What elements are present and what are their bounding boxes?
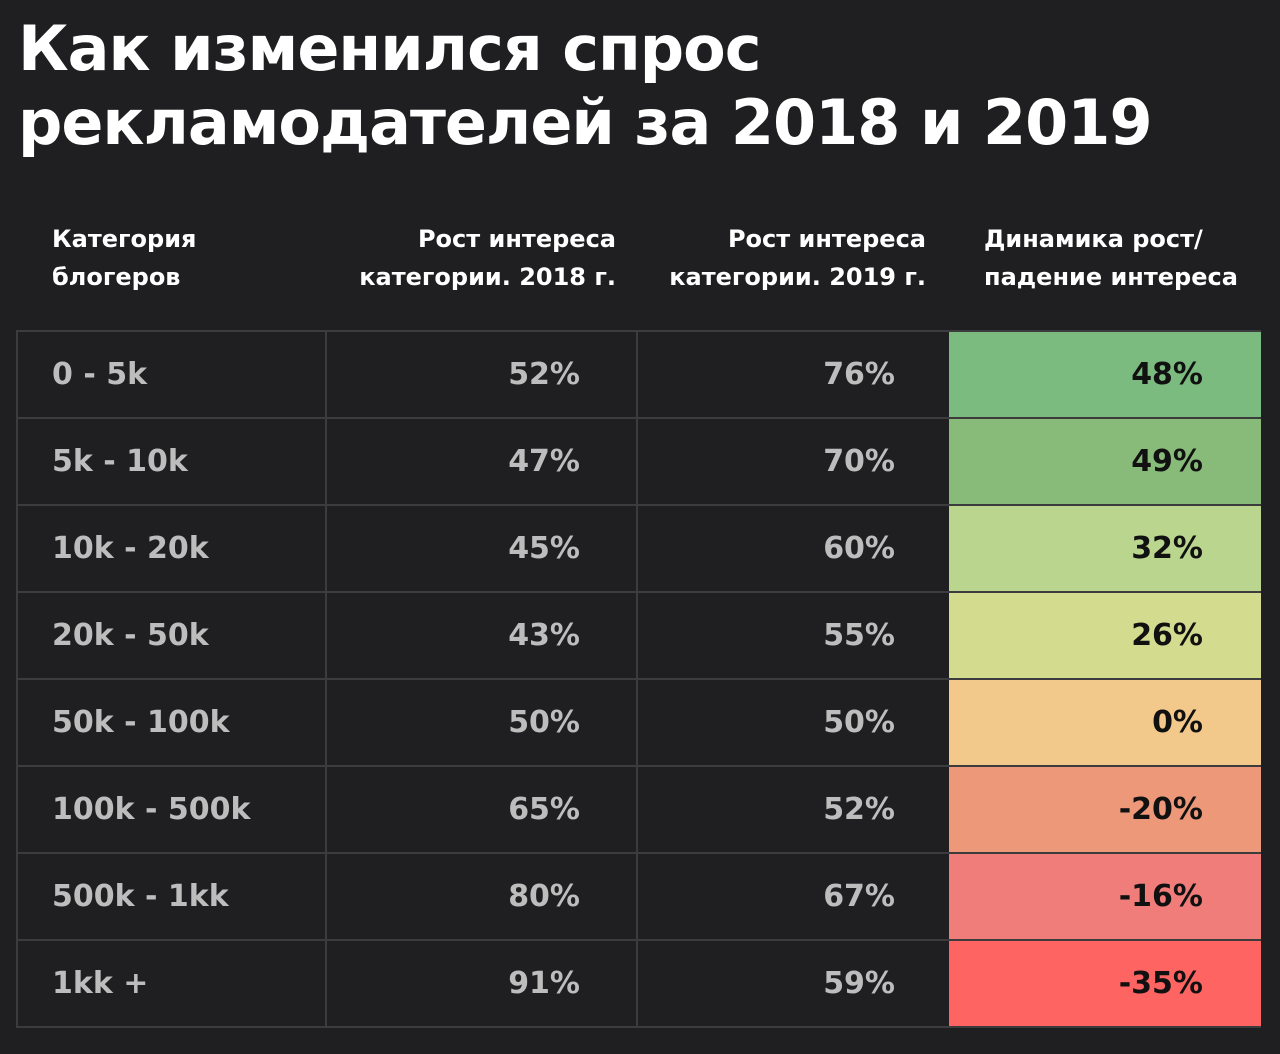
cell-2019: 50%	[823, 705, 895, 740]
cell-2018: 50%	[327, 680, 638, 765]
cell-category: 10k - 20k	[16, 506, 327, 591]
cell-dynamic: -35%	[949, 941, 1261, 1026]
cell-2018: 80%	[327, 854, 638, 939]
table-header: Категория блогеров Рост интереса категор…	[0, 220, 1280, 310]
cell-category: 1kk +	[16, 941, 327, 1026]
cell-category: 50k - 100k	[16, 680, 327, 765]
cell-dynamic: -20%	[949, 767, 1261, 852]
table-row: 50k - 100k 50% 50% 0%	[16, 680, 1261, 767]
cell-2018: 65%	[327, 767, 638, 852]
table-row: 10k - 20k 45% 60% 32%	[16, 506, 1261, 593]
data-table: 0 - 5k 52% 76% 48% 5k - 10k 47% 70% 49% 10k - 20…	[16, 330, 1261, 1032]
cell-dynamic: 49%	[949, 419, 1261, 504]
column-header-line: Рост интереса	[417, 225, 616, 253]
chart-title-line-1: Как изменился спрос	[18, 12, 762, 85]
column-header-line: падение интереса	[984, 263, 1238, 291]
column-header-line: Рост интереса	[727, 225, 926, 253]
column-header-line: Категория	[52, 225, 197, 253]
table-row: 1kk +91% 59% -35%	[16, 941, 1261, 1028]
column-header-line: блогеров	[52, 263, 181, 291]
column-header-2019: Рост интереса категории. 2019 г.	[638, 220, 926, 296]
chart-title: Как изменился спрос рекламодателей за 20…	[18, 12, 1268, 160]
column-header-category: Категория блогеров	[52, 220, 196, 296]
chart-title-line-2: рекламодателей за 2018 и 2019	[18, 86, 1153, 159]
cell-2019: 70%	[823, 444, 895, 479]
cell-category: 5k - 10k	[16, 419, 327, 504]
table-row: 20k - 50k 43% 55% 26%	[16, 593, 1261, 680]
table-row: 500k - 1kk 80% 67% -16%	[16, 854, 1261, 941]
cell-2018: 47%	[327, 419, 638, 504]
cell-dynamic: 32%	[949, 506, 1261, 591]
cell-dynamic: 26%	[949, 593, 1261, 678]
cell-category: 100k - 500k	[16, 767, 327, 852]
cell-2018: 52%	[327, 332, 638, 417]
column-header-line: категории. 2018 г.	[359, 263, 616, 291]
cell-2019: 52%	[823, 792, 895, 827]
table-row: 100k - 500k 65% 52% -20%	[16, 767, 1261, 854]
table-row: 0 - 5k 52% 76% 48%	[16, 332, 1261, 419]
cell-category: 0 - 5k	[16, 332, 327, 417]
cell-2019: 60%	[823, 531, 895, 566]
cell-dynamic: 0%	[949, 680, 1261, 765]
column-header-line: категории. 2019 г.	[669, 263, 926, 291]
cell-2019: 76%	[823, 357, 895, 392]
cell-dynamic: 48%	[949, 332, 1261, 417]
column-header-2018: Рост интереса категории. 2018 г.	[328, 220, 616, 296]
cell-2019: 55%	[823, 618, 895, 653]
table-row: 5k - 10k 47% 70% 49%	[16, 419, 1261, 506]
cell-2019: 59%	[823, 966, 895, 1001]
column-header-dynamic: Динамика рост/ падение интереса	[984, 220, 1238, 296]
cell-dynamic: -16%	[949, 854, 1261, 939]
cell-2018: 91%	[327, 941, 638, 1026]
cell-category: 500k - 1kk	[16, 854, 327, 939]
cell-category: 20k - 50k	[16, 593, 327, 678]
cell-2018: 43%	[327, 593, 638, 678]
column-header-line: Динамика рост/	[984, 225, 1203, 253]
cell-2018: 45%	[327, 506, 638, 591]
cell-2019: 67%	[823, 879, 895, 914]
